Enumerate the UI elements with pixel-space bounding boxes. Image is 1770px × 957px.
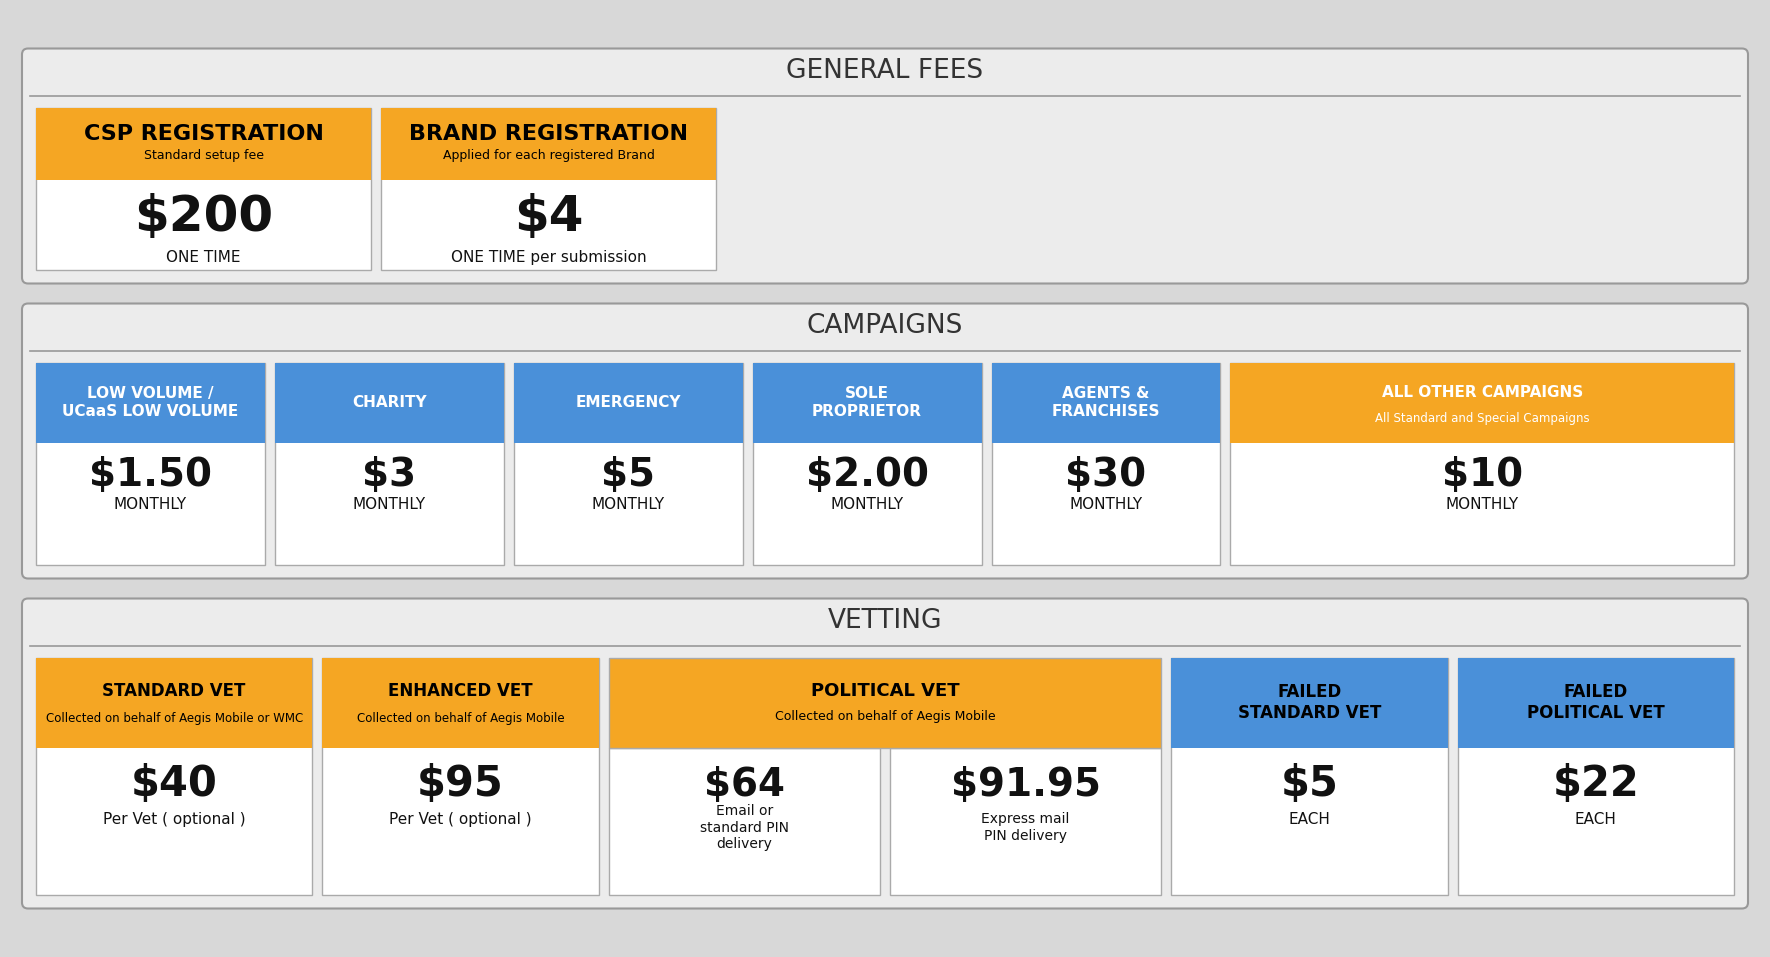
Text: CHARITY: CHARITY: [352, 395, 427, 410]
Text: GENERAL FEES: GENERAL FEES: [786, 58, 984, 84]
Text: EMERGENCY: EMERGENCY: [575, 395, 681, 410]
Text: MONTHLY: MONTHLY: [352, 497, 427, 512]
Text: $200: $200: [135, 193, 273, 241]
Bar: [513, 363, 743, 565]
Text: MONTHLY: MONTHLY: [1069, 497, 1143, 512]
Bar: [322, 657, 598, 747]
Bar: [274, 363, 504, 442]
Bar: [35, 657, 312, 747]
Text: CAMPAIGNS: CAMPAIGNS: [807, 313, 963, 339]
Bar: [322, 657, 598, 895]
Text: CSP REGISTRATION: CSP REGISTRATION: [83, 123, 324, 144]
Text: Collected on behalf of Aegis Mobile: Collected on behalf of Aegis Mobile: [775, 710, 995, 723]
Text: MONTHLY: MONTHLY: [113, 497, 188, 512]
Bar: [752, 363, 982, 565]
Text: SOLE
PROPRIETOR: SOLE PROPRIETOR: [812, 387, 922, 419]
Text: EACH: EACH: [1289, 812, 1331, 827]
Text: $10: $10: [1441, 456, 1522, 494]
Text: $1.50: $1.50: [88, 456, 212, 494]
Text: AGENTS &
FRANCHISES: AGENTS & FRANCHISES: [1051, 387, 1161, 419]
Text: $91.95: $91.95: [950, 767, 1101, 805]
Bar: [609, 657, 1161, 747]
Text: All Standard and Special Campaigns: All Standard and Special Campaigns: [1375, 412, 1589, 425]
FancyBboxPatch shape: [21, 303, 1749, 578]
Text: Per Vet ( optional ): Per Vet ( optional ): [389, 812, 531, 827]
Bar: [991, 363, 1221, 442]
Text: $2.00: $2.00: [805, 456, 929, 494]
Bar: [1230, 363, 1735, 565]
Text: $3: $3: [363, 456, 416, 494]
Text: $5: $5: [602, 456, 655, 494]
Bar: [1172, 657, 1448, 895]
FancyBboxPatch shape: [21, 598, 1749, 908]
Text: MONTHLY: MONTHLY: [830, 497, 904, 512]
Text: $4: $4: [513, 193, 584, 241]
Text: FAILED
STANDARD VET: FAILED STANDARD VET: [1237, 683, 1381, 722]
Bar: [1230, 363, 1735, 442]
Bar: [1172, 657, 1448, 747]
Text: $64: $64: [704, 767, 784, 805]
Text: LOW VOLUME /
UCaaS LOW VOLUME: LOW VOLUME / UCaaS LOW VOLUME: [62, 387, 239, 419]
Text: Standard setup fee: Standard setup fee: [143, 149, 264, 162]
FancyBboxPatch shape: [21, 49, 1749, 283]
Bar: [35, 107, 372, 180]
Text: Per Vet ( optional ): Per Vet ( optional ): [103, 812, 246, 827]
Text: EACH: EACH: [1575, 812, 1616, 827]
Bar: [381, 107, 717, 270]
Text: ALL OTHER CAMPAIGNS: ALL OTHER CAMPAIGNS: [1382, 385, 1582, 400]
Text: Collected on behalf of Aegis Mobile: Collected on behalf of Aegis Mobile: [358, 712, 565, 725]
Text: Express mail
PIN delivery: Express mail PIN delivery: [982, 812, 1069, 842]
Text: STANDARD VET: STANDARD VET: [103, 681, 246, 700]
Text: FAILED
POLITICAL VET: FAILED POLITICAL VET: [1528, 683, 1666, 722]
Bar: [513, 363, 743, 442]
Text: Applied for each registered Brand: Applied for each registered Brand: [442, 149, 655, 162]
Text: MONTHLY: MONTHLY: [591, 497, 666, 512]
Bar: [752, 363, 982, 442]
Bar: [1458, 657, 1735, 747]
Bar: [35, 657, 312, 895]
Text: $40: $40: [131, 763, 218, 805]
Bar: [991, 363, 1221, 565]
Text: $95: $95: [418, 763, 504, 805]
Text: ONE TIME per submission: ONE TIME per submission: [451, 250, 646, 265]
Bar: [35, 363, 266, 565]
Bar: [890, 747, 1161, 895]
Bar: [381, 107, 717, 180]
Bar: [1458, 657, 1735, 895]
Bar: [35, 363, 266, 442]
Bar: [274, 363, 504, 565]
Text: $22: $22: [1552, 763, 1639, 805]
Text: Email or
standard PIN
delivery: Email or standard PIN delivery: [699, 804, 789, 851]
Text: $5: $5: [1280, 763, 1338, 805]
Bar: [609, 747, 880, 895]
Text: ONE TIME: ONE TIME: [166, 250, 241, 265]
Bar: [35, 107, 372, 270]
Text: POLITICAL VET: POLITICAL VET: [811, 681, 959, 700]
Text: MONTHLY: MONTHLY: [1446, 497, 1519, 512]
Text: $30: $30: [1066, 456, 1147, 494]
Text: VETTING: VETTING: [828, 608, 942, 634]
Text: ENHANCED VET: ENHANCED VET: [388, 681, 533, 700]
Text: Collected on behalf of Aegis Mobile or WMC: Collected on behalf of Aegis Mobile or W…: [46, 712, 303, 725]
Text: BRAND REGISTRATION: BRAND REGISTRATION: [409, 123, 689, 144]
